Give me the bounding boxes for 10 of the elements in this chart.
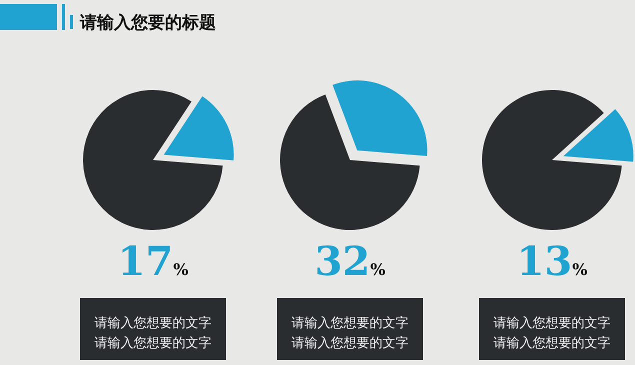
text: 请输入您想要的文字 xyxy=(94,315,212,331)
text: 请输入您想要的文字 xyxy=(494,335,610,351)
text: 请输入您想要的文字 xyxy=(494,315,610,331)
text: 13% xyxy=(516,238,588,285)
text: 请输入您想要的文字 xyxy=(292,335,408,351)
text: 请输入您想要的文字 xyxy=(94,335,212,351)
chart-title: 请输入您要的标题 xyxy=(79,13,216,33)
text: 32% xyxy=(314,238,386,285)
text: 17% xyxy=(118,238,188,285)
text: 请输入您想要的文字 xyxy=(292,315,408,331)
